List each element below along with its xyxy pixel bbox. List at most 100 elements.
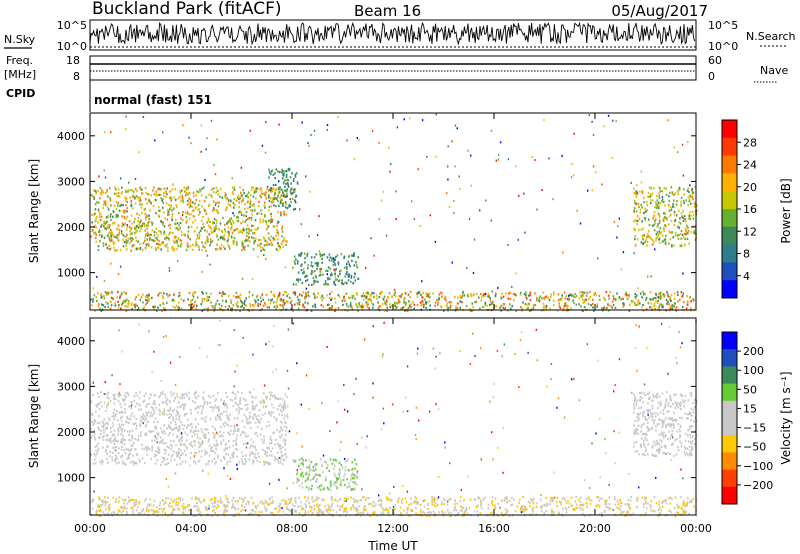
- heatmap-cell: [139, 424, 142, 428]
- heatmap-cell: [244, 432, 246, 435]
- heatmap-cell: [184, 190, 186, 193]
- heatmap-cell: [673, 302, 676, 305]
- heatmap-cell: [94, 190, 97, 193]
- heatmap-cell: [247, 422, 250, 425]
- heatmap-cell: [123, 502, 125, 505]
- heatmap-cell: [146, 234, 149, 237]
- heatmap-cell: [152, 189, 154, 192]
- heatmap-cell: [670, 294, 673, 297]
- heatmap-cell: [209, 396, 212, 399]
- heatmap-cell: [462, 512, 465, 515]
- heatmap-cell: [112, 393, 115, 396]
- heatmap-cell: [206, 308, 209, 311]
- heatmap-cell: [658, 196, 661, 200]
- heatmap-cell: [571, 163, 573, 165]
- heatmap-cell: [633, 209, 635, 212]
- heatmap-cell: [216, 243, 218, 246]
- heatmap-cell: [242, 247, 245, 250]
- heatmap-cell: [300, 223, 302, 226]
- heatmap-cell: [423, 505, 426, 508]
- heatmap-cell: [395, 218, 397, 220]
- heatmap-cell: [99, 240, 101, 243]
- heatmap-cell: [327, 266, 330, 269]
- heatmap-cell: [109, 307, 112, 310]
- heatmap-cell: [274, 443, 276, 446]
- heatmap-cell: [109, 231, 111, 234]
- heatmap-cell: [172, 428, 175, 431]
- heatmap-cell: [101, 303, 103, 306]
- heatmap-cell: [511, 503, 514, 506]
- heatmap-cell: [604, 509, 606, 512]
- heatmap-cell: [176, 240, 178, 243]
- heatmap-cell: [282, 170, 284, 173]
- velocity-cells: [90, 320, 698, 518]
- heatmap-cell: [277, 243, 279, 246]
- heatmap-cell: [457, 302, 459, 305]
- heatmap-cell: [280, 426, 282, 429]
- heatmap-cell: [485, 199, 487, 202]
- heatmap-cell: [218, 307, 221, 310]
- nsky-label: N.Sky: [4, 33, 36, 46]
- heatmap-cell: [134, 188, 137, 191]
- heatmap-cell: [525, 303, 528, 306]
- heatmap-cell: [206, 220, 208, 224]
- heatmap-cell: [113, 402, 116, 405]
- heatmap-cell: [560, 299, 562, 302]
- heatmap-cell: [127, 500, 130, 503]
- heatmap-cell: [286, 240, 288, 243]
- heatmap-cell: [102, 421, 105, 425]
- heatmap-cell: [580, 294, 582, 297]
- heatmap-cell: [694, 232, 697, 235]
- heatmap-cell: [368, 307, 370, 310]
- heatmap-cell: [490, 303, 493, 306]
- heatmap-cell: [108, 439, 110, 442]
- heatmap-cell: [227, 235, 230, 238]
- heatmap-cell: [176, 260, 179, 262]
- heatmap-cell: [136, 424, 138, 427]
- heatmap-cell: [176, 454, 179, 457]
- heatmap-cell: [388, 511, 390, 514]
- heatmap-cell: [334, 272, 336, 275]
- heatmap-cell: [604, 298, 606, 301]
- heatmap-cell: [585, 294, 588, 297]
- heatmap-cell: [281, 242, 283, 245]
- heatmap-cell: [668, 497, 670, 500]
- heatmap-cell: [350, 508, 353, 511]
- heatmap-cell: [157, 294, 160, 297]
- heatmap-cell: [112, 440, 114, 443]
- heatmap-cell: [234, 204, 236, 207]
- heatmap-cell: [113, 235, 116, 238]
- heatmap-cell: [211, 446, 213, 449]
- heatmap-cell: [104, 306, 106, 309]
- heatmap-cell: [408, 503, 410, 506]
- heatmap-cell: [546, 502, 548, 505]
- heatmap-cell: [191, 426, 193, 429]
- heatmap-cell: [190, 441, 192, 444]
- heatmap-cell: [180, 297, 183, 300]
- heatmap-cell: [141, 192, 144, 195]
- heatmap-cell: [405, 301, 407, 304]
- heatmap-cell: [130, 204, 133, 207]
- heatmap-cell: [223, 512, 225, 515]
- heatmap-cell: [210, 241, 212, 244]
- heatmap-cell: [530, 499, 533, 502]
- heatmap-cell: [220, 235, 222, 238]
- heatmap-cell: [428, 292, 431, 295]
- heatmap-cell: [660, 296, 663, 299]
- heatmap-cell: [633, 207, 636, 210]
- heatmap-cell: [509, 303, 511, 306]
- heatmap-cell: [283, 440, 286, 443]
- heatmap-cell: [126, 502, 129, 505]
- heatmap-cell: [94, 462, 97, 465]
- heatmap-cell: [91, 507, 94, 510]
- heatmap-cell: [225, 197, 228, 200]
- heatmap-cell: [386, 309, 388, 313]
- heatmap-cell: [124, 398, 126, 401]
- heatmap-cell: [568, 294, 570, 297]
- heatmap-cell: [139, 460, 141, 463]
- heatmap-cell: [164, 463, 166, 466]
- heatmap-cell: [582, 298, 584, 301]
- heatmap-cell: [154, 426, 156, 429]
- heatmap-cell: [340, 481, 342, 484]
- heatmap-cell: [295, 172, 298, 175]
